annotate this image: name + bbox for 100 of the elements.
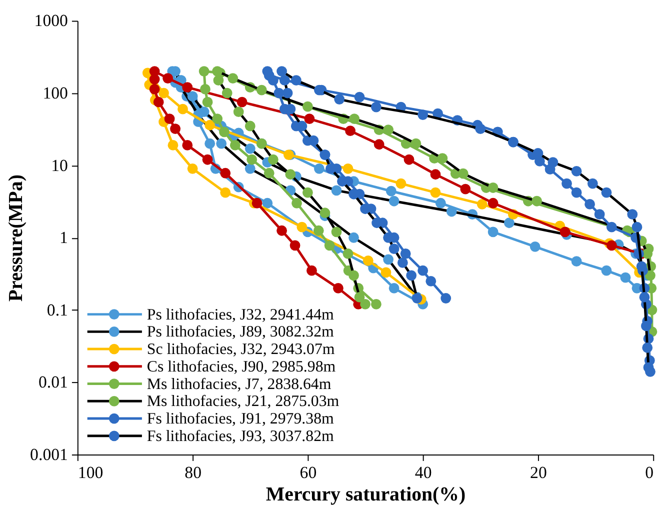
point	[418, 110, 428, 120]
point	[348, 232, 359, 243]
point	[530, 241, 540, 252]
point	[348, 270, 359, 281]
point	[488, 198, 498, 208]
point	[274, 88, 284, 98]
point	[230, 140, 240, 150]
point	[334, 94, 345, 104]
point	[437, 153, 448, 164]
point	[324, 240, 335, 251]
point	[216, 138, 227, 149]
x-tick-label: 100	[78, 462, 104, 482]
point	[158, 88, 169, 98]
point	[458, 168, 468, 179]
point	[262, 198, 273, 208]
point	[643, 362, 654, 373]
point	[313, 225, 324, 236]
point	[642, 342, 653, 353]
point	[264, 168, 274, 178]
point	[337, 176, 348, 187]
point	[460, 184, 471, 194]
point	[282, 88, 293, 98]
point	[606, 222, 617, 232]
legend-label: Fs lithofacies, J91, 2979.38m	[146, 410, 335, 428]
x-tick-label: 40	[414, 462, 432, 482]
point	[371, 299, 382, 310]
x-tick-label: 0	[645, 462, 654, 482]
y-tick-label: 100	[42, 84, 68, 103]
point	[202, 154, 213, 165]
point	[504, 218, 514, 228]
point	[397, 258, 408, 268]
legend-label: Cs lithofacies, J90, 2985.98m	[146, 358, 336, 376]
point	[296, 222, 308, 232]
point	[212, 66, 223, 76]
point	[532, 148, 544, 158]
point	[430, 187, 441, 198]
point	[314, 163, 324, 174]
legend-label: Ms lithofacies, J7, 2838.64m	[146, 376, 332, 393]
point	[639, 292, 650, 302]
point	[584, 199, 595, 210]
point	[153, 96, 164, 108]
point	[435, 198, 446, 208]
x-tick-label: 80	[184, 462, 202, 482]
point	[308, 135, 319, 146]
point	[388, 244, 400, 254]
point	[360, 204, 370, 214]
point	[213, 75, 224, 86]
point	[182, 82, 193, 93]
point	[560, 226, 570, 238]
point	[302, 187, 313, 198]
point	[268, 75, 278, 86]
point	[262, 66, 273, 76]
point	[430, 169, 441, 180]
point	[202, 96, 213, 108]
point	[388, 282, 400, 294]
point	[620, 272, 631, 283]
point	[204, 138, 216, 149]
point	[488, 226, 498, 238]
point	[354, 292, 365, 302]
point	[170, 124, 180, 134]
point	[601, 187, 612, 198]
legend-label: Fs lithofacies, J93, 3037.82m	[146, 428, 335, 445]
point	[396, 178, 406, 189]
point	[222, 88, 232, 98]
x-tick-label: 20	[530, 462, 547, 482]
point	[212, 114, 223, 124]
point	[168, 140, 178, 150]
point	[410, 138, 422, 149]
point	[326, 163, 336, 174]
point	[302, 101, 313, 112]
point	[290, 75, 302, 86]
point	[636, 261, 647, 272]
point	[331, 226, 342, 238]
point	[532, 196, 542, 206]
point	[244, 143, 256, 154]
point	[342, 248, 354, 259]
point	[233, 106, 244, 118]
point	[386, 186, 396, 196]
point	[383, 232, 394, 243]
point	[383, 124, 394, 136]
point	[562, 178, 572, 189]
point	[276, 66, 287, 76]
point	[380, 267, 392, 278]
point	[406, 270, 417, 281]
point	[178, 104, 188, 114]
point	[331, 185, 342, 196]
point	[362, 255, 374, 266]
point	[220, 168, 231, 178]
point	[440, 293, 452, 304]
x-axis-title: Mercury saturation(%)	[266, 484, 466, 506]
point	[571, 256, 582, 267]
point	[236, 96, 248, 108]
point	[149, 84, 160, 94]
y-tick-label: 1	[60, 228, 68, 248]
point	[198, 66, 210, 76]
point	[342, 163, 354, 174]
point	[149, 74, 160, 84]
point	[476, 199, 488, 210]
point	[187, 163, 198, 174]
point	[306, 265, 317, 276]
